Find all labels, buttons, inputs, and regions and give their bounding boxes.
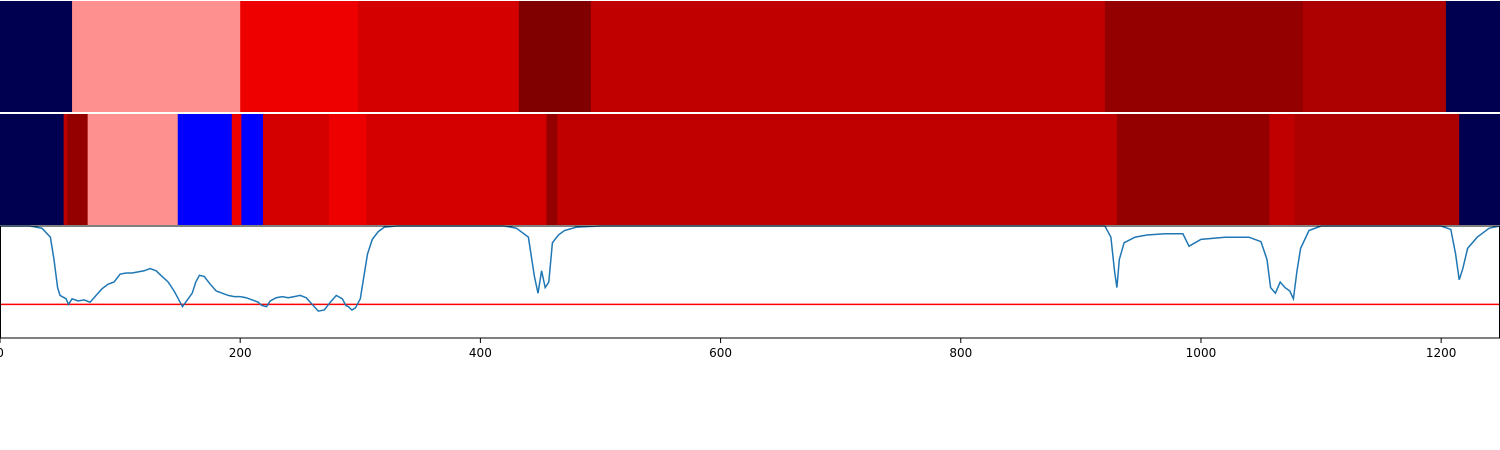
x-axis: 0 200 400 600 800 1000 1200: [0, 338, 1456, 360]
track-2-segment: [231, 114, 242, 225]
track-2-segment: [329, 114, 367, 225]
track-1-segment: [518, 1, 592, 112]
track-1-segment: [590, 1, 1106, 112]
x-tick-label: 1000: [1186, 346, 1217, 360]
track-1-segment: [357, 1, 520, 112]
x-tick-label: 1200: [1426, 346, 1457, 360]
track-2-segment: [63, 114, 68, 225]
track-2-segment: [0, 114, 65, 225]
track-2-segment: [177, 114, 233, 225]
track-2-segment: [87, 114, 179, 225]
track-2-segment: [241, 114, 264, 225]
heatmap-track-2: [0, 114, 1500, 225]
x-tick-label: 600: [709, 346, 732, 360]
track-1-segment: [0, 1, 73, 112]
x-tick-label: 0: [0, 346, 4, 360]
track-1-segment: [240, 1, 359, 112]
x-tick-label: 200: [229, 346, 252, 360]
track-2-segment: [366, 114, 547, 225]
track-2-segment: [546, 114, 558, 225]
track-1-segment: [1445, 1, 1500, 112]
x-tick-label: 400: [469, 346, 492, 360]
line-panel: [0, 225, 1500, 339]
track-2-segment: [557, 114, 1118, 225]
track-2-segment: [1294, 114, 1460, 225]
line-panel-frame: [0, 225, 1500, 339]
track-2-segment: [1459, 114, 1500, 225]
track-1-segment: [1303, 1, 1447, 112]
track-1-segment: [72, 1, 241, 112]
x-tick-label: 800: [949, 346, 972, 360]
series-line: [0, 225, 1500, 312]
heatmap-track-1: [0, 1, 1500, 112]
track-1-segment: [1104, 1, 1304, 112]
track-2-segment: [263, 114, 330, 225]
track-2-segment: [1269, 114, 1296, 225]
track-2-segment: [1116, 114, 1270, 225]
track-2-segment: [67, 114, 89, 225]
